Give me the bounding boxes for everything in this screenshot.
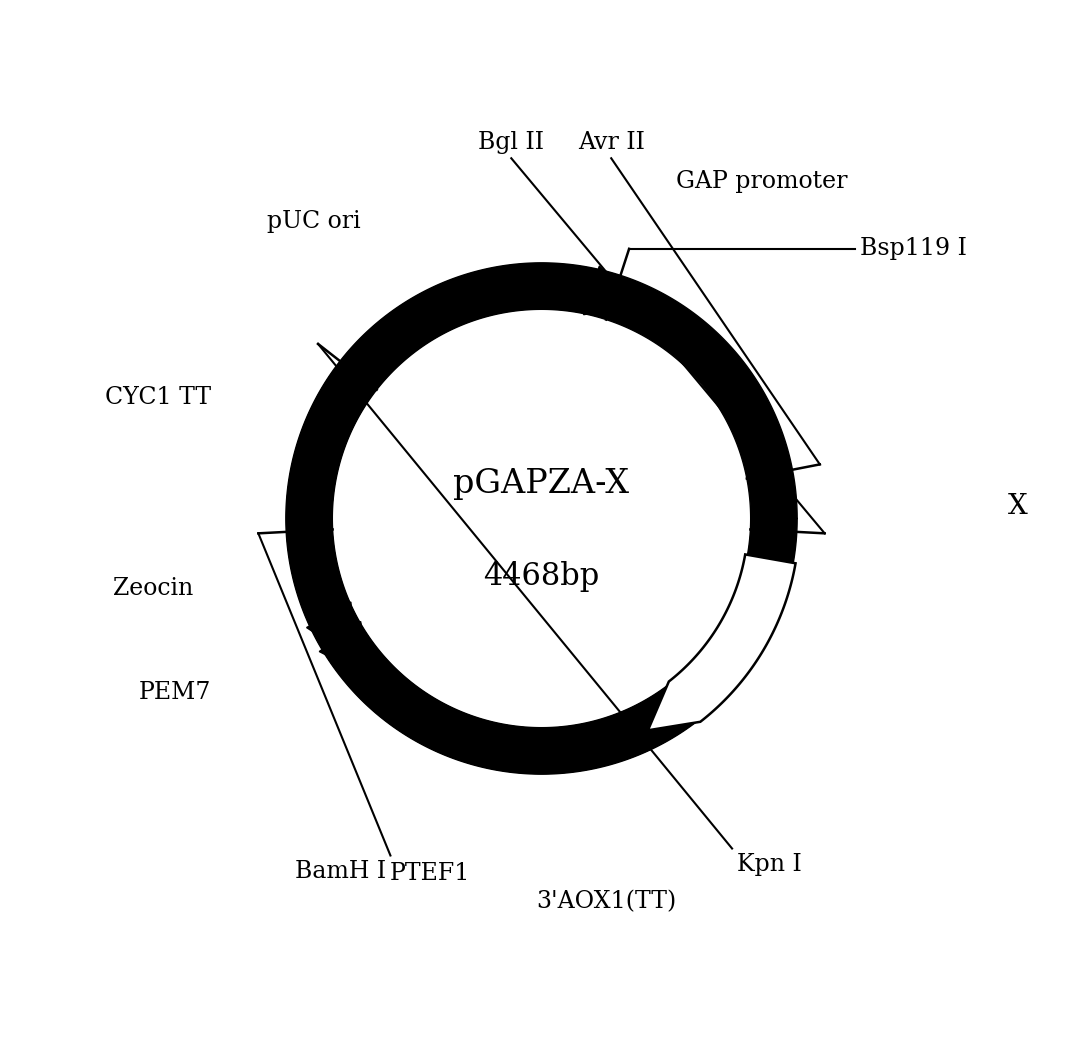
Polygon shape xyxy=(306,602,354,660)
Text: 1: 1 xyxy=(748,541,762,564)
Text: Kpn I: Kpn I xyxy=(736,853,801,876)
Polygon shape xyxy=(286,262,797,775)
Text: Avr II: Avr II xyxy=(578,131,644,153)
Polygon shape xyxy=(648,555,796,730)
Text: 3'AOX1(TT): 3'AOX1(TT) xyxy=(536,891,677,914)
Polygon shape xyxy=(286,375,368,511)
Polygon shape xyxy=(606,683,699,761)
Polygon shape xyxy=(352,658,595,775)
Text: pUC ori: pUC ori xyxy=(266,209,361,232)
Text: Zeocin: Zeocin xyxy=(113,577,193,599)
Polygon shape xyxy=(304,597,375,672)
Text: 4468bp: 4468bp xyxy=(483,561,600,592)
Polygon shape xyxy=(670,555,793,720)
Text: GAP promoter: GAP promoter xyxy=(676,170,848,193)
Polygon shape xyxy=(286,526,342,597)
Polygon shape xyxy=(286,262,797,775)
Text: Bgl II: Bgl II xyxy=(479,131,545,153)
Text: PTEF1: PTEF1 xyxy=(390,863,470,886)
Text: Bsp119 I: Bsp119 I xyxy=(860,237,967,260)
Text: PEM7: PEM7 xyxy=(139,681,211,704)
Polygon shape xyxy=(584,267,640,314)
Text: BamH I: BamH I xyxy=(295,860,386,884)
Text: CYC1 TT: CYC1 TT xyxy=(105,386,211,410)
Polygon shape xyxy=(319,621,370,678)
Text: pGAPZA-X: pGAPZA-X xyxy=(454,468,629,500)
Text: X: X xyxy=(1008,494,1028,521)
